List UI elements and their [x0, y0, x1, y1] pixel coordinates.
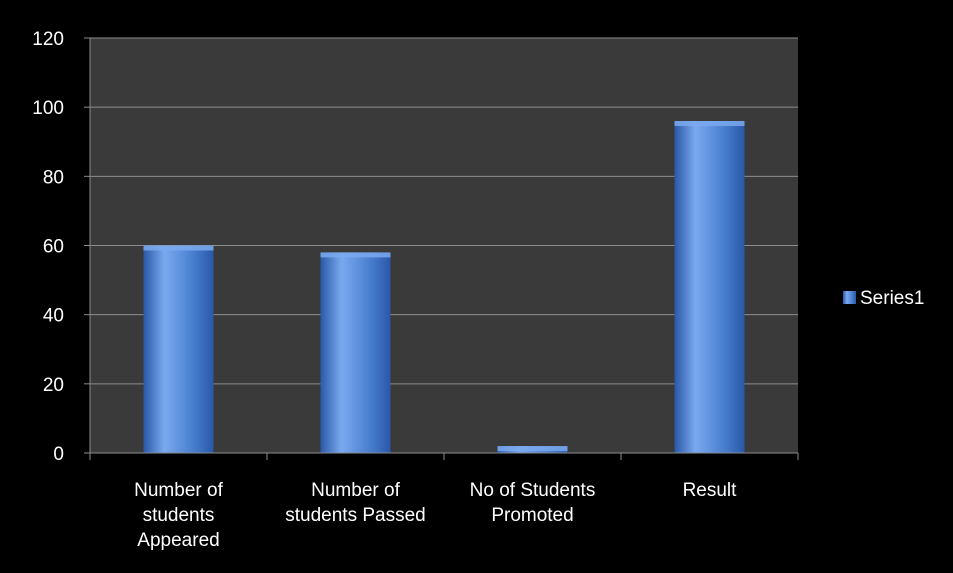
category-label: No of Students: [470, 480, 596, 501]
y-tick-labels: 0 20 40 60 80 100 120: [32, 29, 90, 465]
category-label: Number of: [311, 480, 400, 501]
bar-top-highlight: [143, 245, 214, 251]
bar: [674, 121, 745, 453]
bar: [143, 245, 214, 453]
bar-top-highlight: [674, 121, 745, 126]
category-label: students Passed: [285, 505, 425, 526]
bars: [143, 121, 745, 453]
bar: [320, 252, 391, 453]
y-tick-label: 40: [43, 306, 64, 327]
legend-label: Series1: [860, 288, 924, 309]
bar-top-highlight: [320, 252, 391, 258]
category-label: Result: [683, 480, 738, 501]
y-tick-label: 0: [53, 444, 64, 465]
category-label: Promoted: [491, 505, 573, 526]
category-label: students: [143, 505, 215, 526]
bar-top-highlight: [497, 446, 568, 452]
y-tick-label: 60: [43, 237, 64, 258]
y-tick-label: 100: [32, 98, 64, 119]
y-tick-label: 20: [43, 375, 64, 396]
category-labels: Number of students Appeared Number of studen…: [134, 480, 737, 551]
legend: Series1: [843, 288, 924, 309]
category-label: Appeared: [137, 530, 219, 551]
legend-swatch: [843, 291, 856, 304]
category-label: Number of: [134, 480, 223, 501]
y-tick-label: 120: [32, 29, 64, 50]
y-tick-label: 80: [43, 167, 64, 188]
